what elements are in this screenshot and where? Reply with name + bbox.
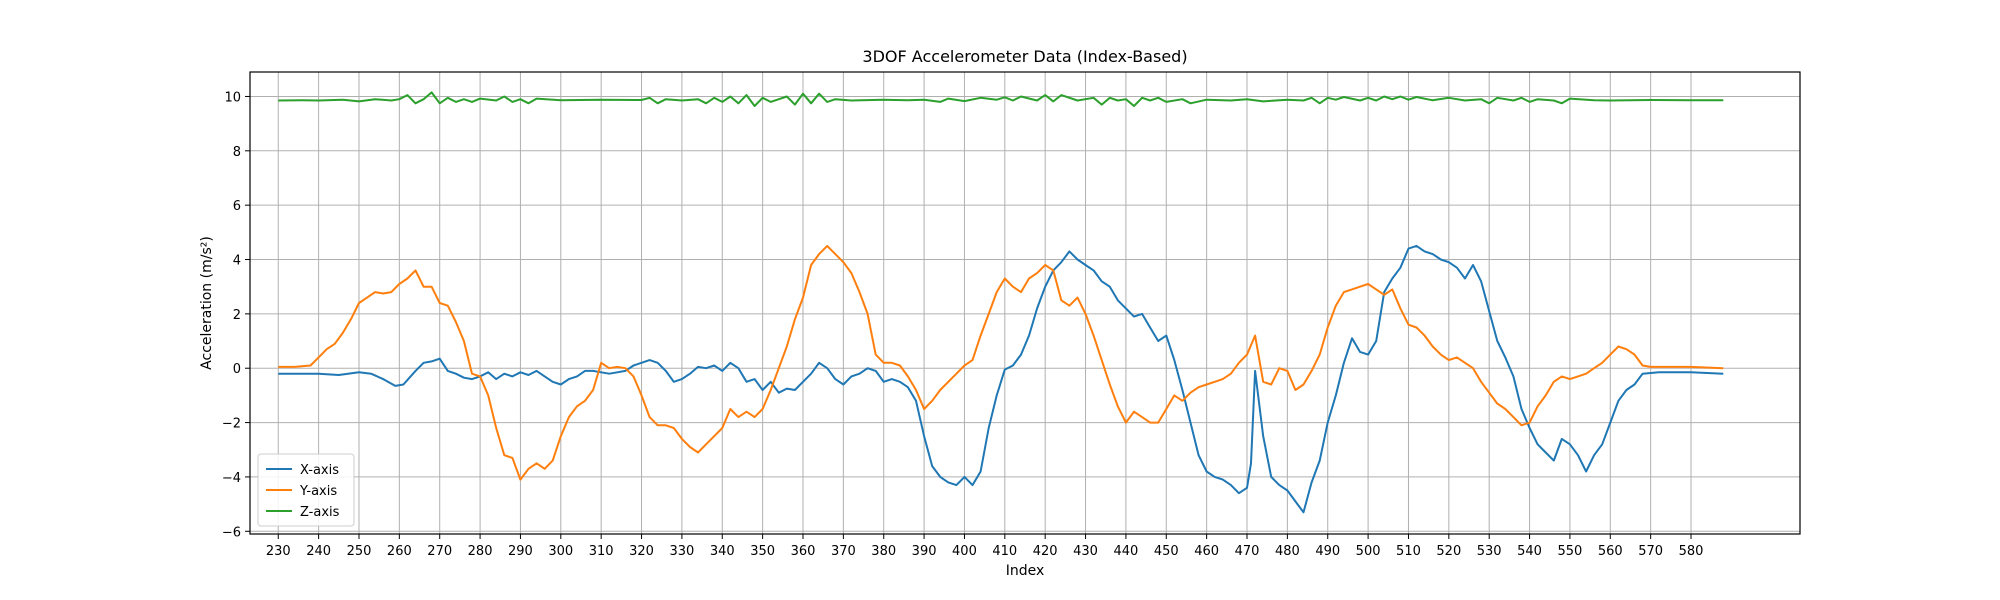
- y-tick-label: 6: [233, 199, 241, 214]
- x-tick-label: 580: [1679, 544, 1704, 559]
- x-tick-label: 570: [1638, 544, 1663, 559]
- y-tick-label: 2: [233, 308, 241, 323]
- x-tick-label: 480: [1275, 544, 1300, 559]
- x-tick-label: 400: [952, 544, 977, 559]
- x-tick-label: 370: [831, 544, 856, 559]
- x-tick-label: 380: [871, 544, 896, 559]
- x-tick-label: 310: [589, 544, 614, 559]
- x-tick-label: 240: [306, 544, 331, 559]
- x-tick-label: 250: [347, 544, 372, 559]
- x-tick-label: 330: [669, 544, 694, 559]
- y-tick-label: −2: [222, 417, 241, 432]
- x-tick-label: 550: [1558, 544, 1583, 559]
- y-axis: −6 −4 −2 0 2 4 6 8 10: [222, 90, 250, 540]
- x-tick-label: 350: [750, 544, 775, 559]
- y-tick-label: 4: [233, 254, 241, 269]
- y-tick-label: 10: [224, 90, 241, 105]
- legend-label: Y-axis: [299, 484, 337, 499]
- x-tick-label: 410: [992, 544, 1017, 559]
- x-tick-label: 340: [710, 544, 735, 559]
- x-tick-label: 500: [1356, 544, 1381, 559]
- plot-frame: [249, 71, 1801, 535]
- legend-label: X-axis: [300, 463, 339, 478]
- x-tick-label: 390: [912, 544, 937, 559]
- plot-lines: [278, 91, 1724, 514]
- x-tick-label: 450: [1154, 544, 1179, 559]
- x-tick-label: 360: [791, 544, 816, 559]
- y-tick-label: −6: [222, 525, 241, 540]
- x-tick-label: 260: [387, 544, 412, 559]
- series-line-z-axis: [278, 91, 1724, 107]
- x-tick-label: 320: [629, 544, 654, 559]
- x-tick-label: 540: [1517, 544, 1542, 559]
- x-tick-label: 290: [508, 544, 533, 559]
- x-tick-label: 470: [1235, 544, 1260, 559]
- x-tick-label: 510: [1396, 544, 1421, 559]
- x-tick-label: 430: [1073, 544, 1098, 559]
- x-tick-label: 530: [1477, 544, 1502, 559]
- x-tick-label: 280: [468, 544, 493, 559]
- x-tick-label: 230: [266, 544, 291, 559]
- legend-label: Z-axis: [300, 505, 340, 520]
- x-axis-label: Index: [1006, 563, 1045, 579]
- legend-box: [257, 453, 355, 527]
- y-tick-label: −4: [222, 471, 241, 486]
- x-tick-label: 300: [548, 544, 573, 559]
- y-tick-label: 0: [233, 362, 241, 377]
- series-line-x-axis: [278, 244, 1724, 514]
- x-tick-label: 460: [1194, 544, 1219, 559]
- x-tick-label: 270: [427, 544, 452, 559]
- y-tick-label: 8: [233, 145, 241, 160]
- y-axis-label: Acceleration (m/s²): [199, 236, 215, 370]
- legend: X-axis Y-axis Z-axis: [257, 453, 355, 527]
- x-tick-label: 520: [1436, 544, 1461, 559]
- x-tick-label: 560: [1598, 544, 1623, 559]
- x-tick-label: 490: [1315, 544, 1340, 559]
- x-tick-label: 440: [1113, 544, 1138, 559]
- grid: [250, 72, 1800, 534]
- chart-title: 3DOF Accelerometer Data (Index-Based): [862, 47, 1187, 66]
- x-tick-label: 420: [1033, 544, 1058, 559]
- series-line-y-axis: [278, 244, 1724, 481]
- x-axis: 230 240 250 260 270 280 290 300 310 320 330 340 350 3…: [266, 534, 1704, 559]
